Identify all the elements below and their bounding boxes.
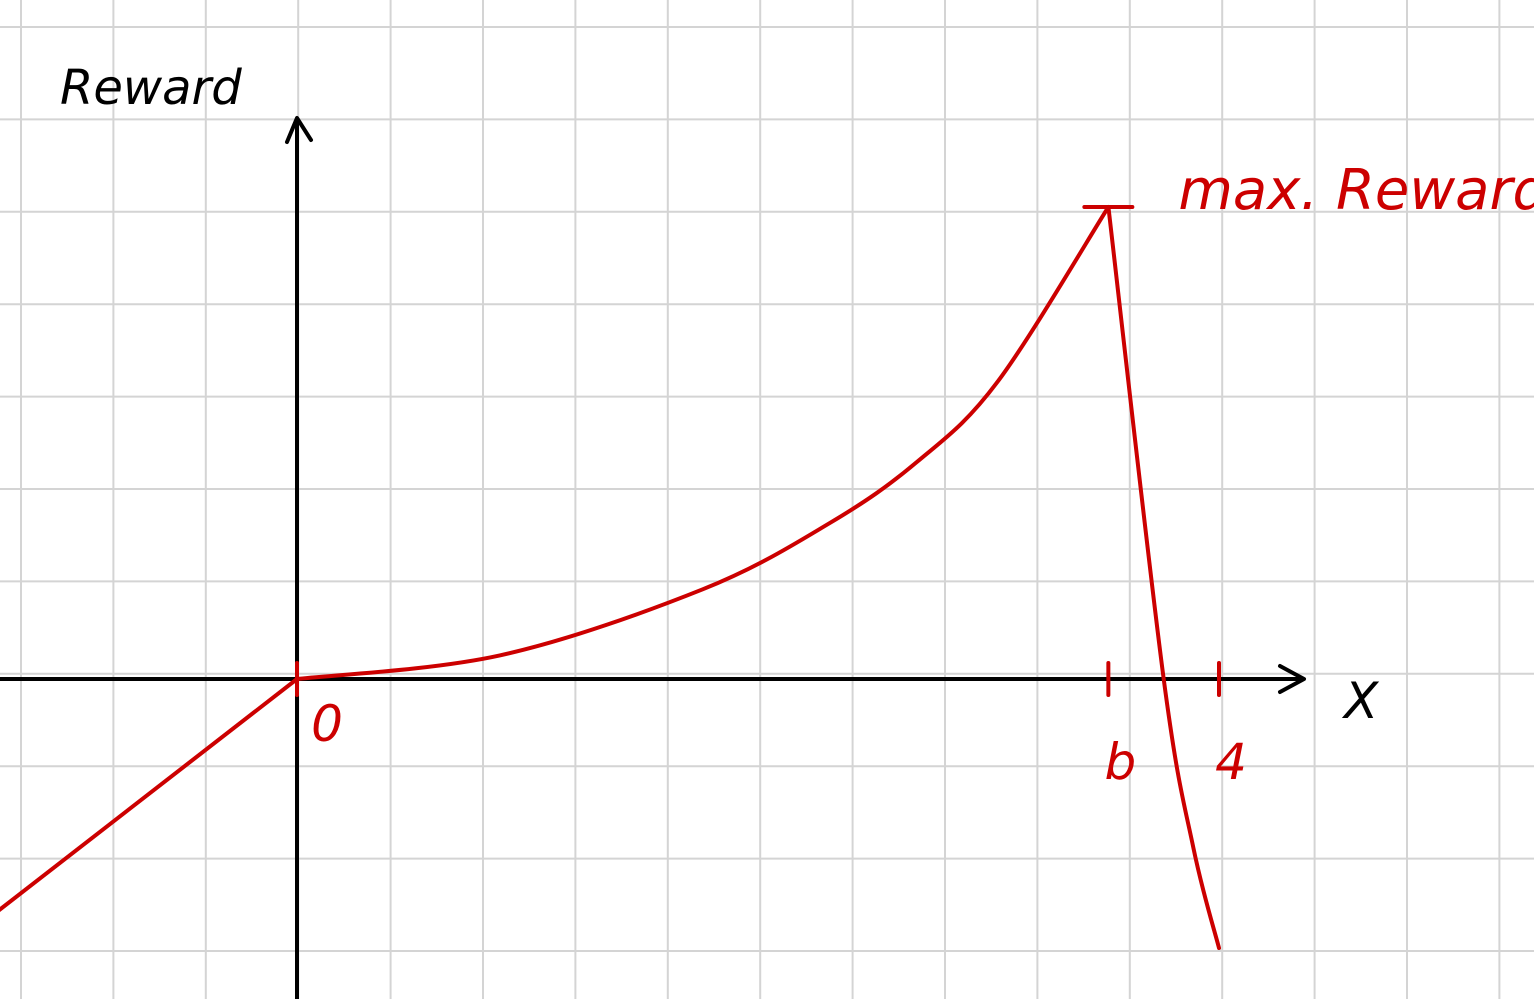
labels: Reward X <box>60 60 1380 730</box>
curve-segment-falling <box>1106 205 1221 950</box>
x-tick-label-0: 0 <box>311 695 343 753</box>
x-axis-label: X <box>1341 672 1380 730</box>
curve-segment-rising <box>295 205 1111 681</box>
x-ticks: 0 b 4 <box>295 661 1247 791</box>
y-axis-arrowhead <box>285 116 313 144</box>
y-axis-label: Reward <box>60 60 242 116</box>
x-tick-label-2: 4 <box>1215 733 1247 791</box>
axes <box>0 116 1306 999</box>
reward-curve-layer: max. Reward <box>0 158 1534 950</box>
x-tick-label-1: b <box>1104 733 1136 791</box>
curve-segment-linear <box>0 677 299 912</box>
max-reward-annotation: max. Reward <box>1178 158 1534 223</box>
x-axis-arrowhead <box>1278 664 1306 694</box>
